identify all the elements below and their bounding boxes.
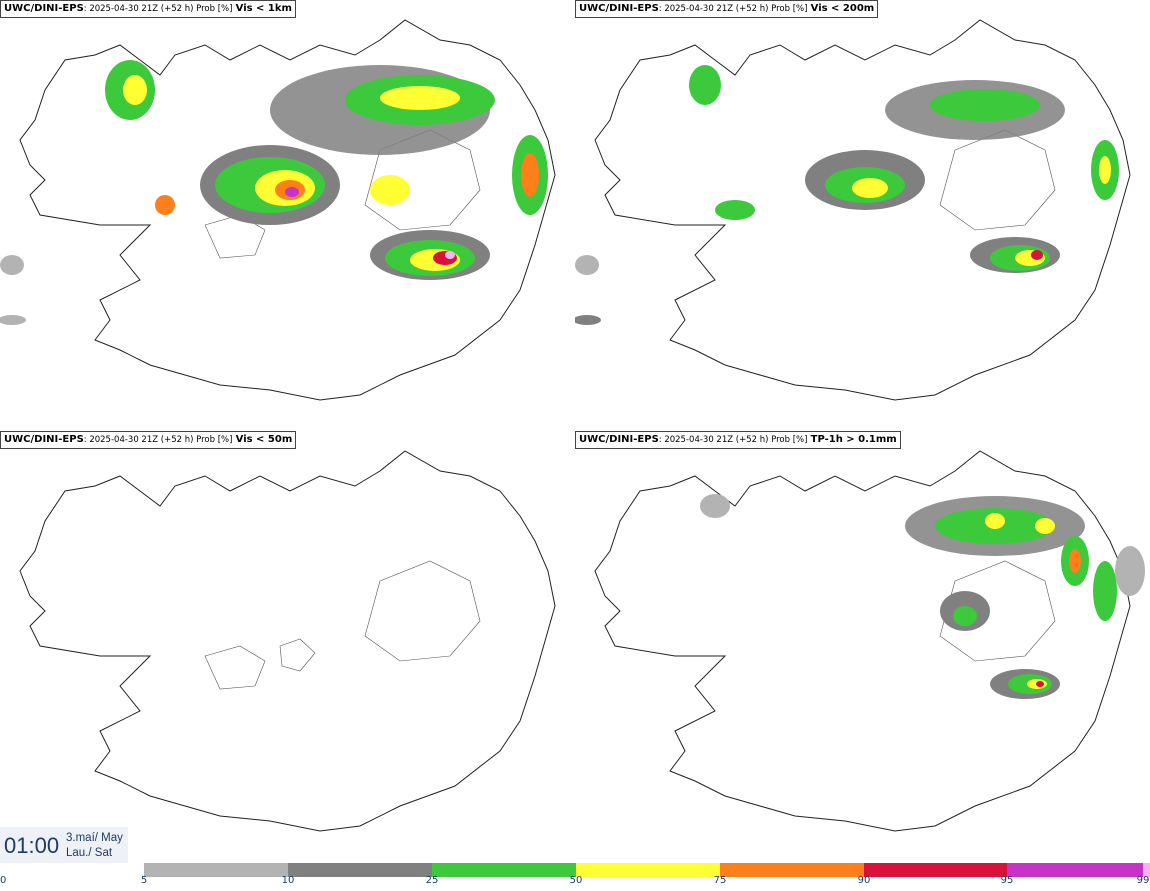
coastline <box>594 19 1131 401</box>
valid-time-box: 01:00 3.maí/ May Lau./ Sat <box>0 827 128 865</box>
prob-area <box>985 513 1005 529</box>
prob-area <box>575 315 601 325</box>
colorbar-tick-label: 0 <box>0 875 7 886</box>
colorbar-segment <box>144 863 288 877</box>
prob-area <box>1069 549 1081 573</box>
prob-area <box>930 89 1040 121</box>
glacier-outline <box>204 645 266 690</box>
prob-area <box>700 494 730 518</box>
colorbar-tick-label: 99 <box>1136 875 1150 886</box>
glacier-outline <box>939 560 1056 662</box>
glacier-outline <box>364 560 481 662</box>
colorbar-segment <box>1143 863 1150 877</box>
prob-area <box>1093 561 1117 621</box>
colorbar-tick-label: 10 <box>281 875 295 886</box>
glacier-outline <box>939 129 1056 231</box>
colorbar-segment <box>0 863 144 877</box>
iceland-map <box>594 450 1145 832</box>
prob-area <box>1115 546 1145 596</box>
prob-area <box>953 606 977 626</box>
colorbar-tick-label: 75 <box>713 875 727 886</box>
coastline <box>19 19 556 401</box>
map-panel-vis-200m: UWC/DINI-EPS: 2025-04-30 21Z (+52 h) Pro… <box>575 0 1150 431</box>
colorbar-segment <box>720 863 864 877</box>
prob-area <box>1099 156 1111 184</box>
colorbar-segment <box>288 863 432 877</box>
map-panel-vis-50m: UWC/DINI-EPS: 2025-04-30 21Z (+52 h) Pro… <box>0 431 575 862</box>
valid-time: 01:00 <box>4 833 60 858</box>
valid-day: Lau./ Sat <box>66 847 113 859</box>
prob-area <box>155 195 175 215</box>
prob-area <box>123 75 147 105</box>
prob-area <box>0 255 24 275</box>
probability-colorbar: 0 5 10 25 50 75 90 95 99 <box>0 861 1150 891</box>
prob-area <box>689 65 721 105</box>
colorbar-segment <box>432 863 576 877</box>
prob-area <box>0 315 26 325</box>
prob-area <box>1036 681 1044 687</box>
map-panel-vis-1km: UWC/DINI-EPS: 2025-04-30 21Z (+52 h) Pro… <box>0 0 575 431</box>
panel-title: UWC/DINI-EPS: 2025-04-30 21Z (+52 h) Pro… <box>0 0 296 18</box>
prob-area <box>1031 250 1043 260</box>
colorbar-tick-label: 50 <box>569 875 583 886</box>
panel-title: UWC/DINI-EPS: 2025-04-30 21Z (+52 h) Pro… <box>0 431 297 449</box>
glacier-outline <box>279 638 316 672</box>
iceland-map <box>19 450 556 832</box>
panel-title: UWC/DINI-EPS: 2025-04-30 21Z (+52 h) Pro… <box>575 0 879 18</box>
valid-date: 3.maí/ May <box>66 832 123 844</box>
iceland-map <box>0 19 556 401</box>
colorbar-tick-label: 95 <box>1000 875 1014 886</box>
coastline <box>594 450 1131 832</box>
colorbar-segment <box>576 863 720 877</box>
coastline <box>19 450 556 832</box>
colorbar-tick-label: 25 <box>425 875 439 886</box>
colorbar-tick-label: 5 <box>140 875 148 886</box>
prob-area <box>370 175 410 205</box>
prob-area <box>285 187 299 197</box>
map-panel-tp-1h: UWC/DINI-EPS: 2025-04-30 21Z (+52 h) Pro… <box>575 431 1150 862</box>
prob-area <box>575 255 599 275</box>
colorbar-segment <box>1007 863 1143 877</box>
prob-area <box>380 86 460 110</box>
prob-area <box>852 178 888 198</box>
prob-area <box>1035 518 1055 534</box>
prob-area <box>521 153 539 197</box>
colorbar-tick-label: 90 <box>857 875 871 886</box>
prob-area <box>715 200 755 220</box>
prob-area <box>445 251 455 259</box>
colorbar-segment <box>864 863 1007 877</box>
panel-title: UWC/DINI-EPS: 2025-04-30 21Z (+52 h) Pro… <box>575 431 901 449</box>
iceland-map <box>575 19 1131 401</box>
